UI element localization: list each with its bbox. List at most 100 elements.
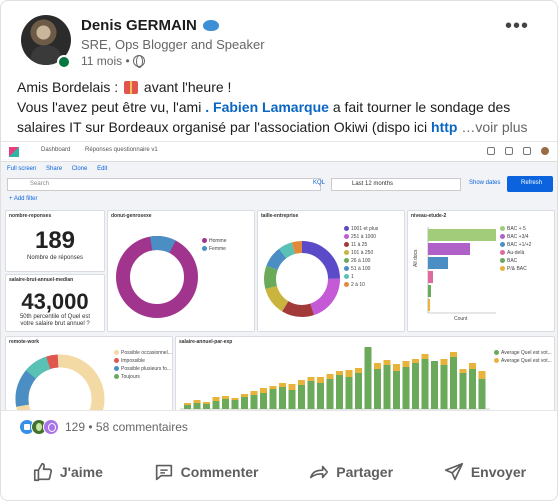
bar-orange	[402, 361, 410, 367]
bar-green	[250, 395, 258, 409]
mention-link[interactable]: . Fabien Lamarque	[205, 99, 329, 115]
remote-donut-chart	[15, 354, 105, 410]
text-fragment: avant l'heure !	[140, 79, 232, 95]
niveau-bar-chart	[427, 227, 496, 314]
like-label: J'aime	[59, 464, 103, 480]
bar-orange	[241, 394, 248, 397]
post-image[interactable]: Dashboard Réponses questionnaire v1 Full…	[1, 141, 557, 411]
bar-green	[421, 359, 429, 409]
panel-donut-genre: donut-genrosexe Homme Femme	[107, 210, 255, 332]
slice-toujours	[15, 354, 105, 410]
bar-orange	[478, 371, 486, 379]
post-time-text: 11 mois •	[81, 54, 130, 68]
bar-orange	[288, 384, 296, 390]
author-name[interactable]: Denis GERMAIN	[81, 17, 220, 34]
see-more-button[interactable]: …voir plus	[457, 119, 528, 135]
legend-item: Possible occasionnel...	[114, 349, 172, 357]
panel-title: taille-entreprise	[261, 213, 299, 219]
legend-item: BAC +3/4	[500, 233, 531, 241]
bar-orange	[412, 359, 419, 363]
share-button[interactable]: Partager	[300, 453, 401, 491]
bar-orange	[326, 374, 334, 379]
panel-niveau-etude: niveau-etude-2 All docs Count BAC + 5 BA…	[407, 210, 555, 332]
bar-green	[288, 390, 296, 409]
mail-icon	[523, 147, 531, 155]
menu-fullscreen: Full screen	[7, 166, 37, 172]
legend-item: Au-delà	[500, 249, 531, 257]
bar-green	[336, 375, 343, 409]
legend-label: Possible occasionnel...	[121, 350, 172, 356]
menu-clone: Clone	[71, 166, 88, 172]
bar-orange	[393, 364, 400, 371]
legend-item: Average Quel est vot...	[494, 349, 552, 357]
bar-bac12	[428, 257, 448, 269]
comment-button[interactable]: Commenter	[145, 453, 267, 491]
thumbs-up-icon	[33, 462, 52, 482]
panel-title: remote-work	[9, 339, 40, 345]
bar-green	[459, 373, 467, 409]
post-text-line-2: Vous l'avez peut être vu, l'ami . Fabien…	[17, 97, 545, 117]
post-link[interactable]: http	[431, 119, 458, 135]
bar-green	[193, 403, 201, 409]
legend-label: Possible plusieurs fo...	[121, 366, 172, 372]
legend-item: Average Quel est vot...	[494, 357, 552, 365]
text-fragment: Amis Bordelais :	[17, 79, 123, 95]
author-name-text[interactable]: Denis GERMAIN	[81, 17, 197, 34]
legend-label: Femme	[209, 246, 226, 252]
legend-label: Average Quel est vot...	[501, 350, 552, 356]
bar-orange	[222, 396, 229, 399]
like-button[interactable]: J'aime	[24, 453, 111, 491]
kibana-logo-icon	[9, 147, 19, 157]
more-options-button[interactable]: •••	[504, 15, 529, 37]
legend-item: Impossible	[114, 357, 172, 365]
legend-item: 251 à 1000	[344, 233, 378, 241]
bar-orange	[440, 359, 448, 365]
bar-green	[450, 357, 457, 409]
bar-orange	[383, 360, 391, 365]
bar-green	[393, 371, 400, 409]
slice-2	[264, 241, 340, 317]
donut-slice-femme	[116, 235, 198, 318]
slice-26	[264, 241, 340, 317]
salaire-exp-bar-chart	[180, 347, 490, 410]
bar-green	[402, 367, 410, 409]
legend-label: Homme	[209, 238, 227, 244]
bar-green	[469, 369, 476, 409]
metric-value: 189	[34, 227, 76, 254]
settings-icon	[487, 147, 495, 155]
bar-orange	[307, 377, 315, 381]
bar-orange	[298, 380, 305, 385]
send-button[interactable]: Envoyer	[435, 453, 534, 491]
gift-icon	[124, 80, 139, 94]
kibana-topbar: Dashboard Réponses questionnaire v1	[1, 142, 557, 162]
bar-orange	[336, 371, 343, 375]
text-fragment: salaires IT sur Bordeaux organisé par l'…	[17, 119, 432, 135]
metric-value: 43,000	[21, 289, 89, 314]
donut-slice-homme	[116, 236, 198, 318]
text-fragment: Vous l'avez peut être vu, l'ami	[17, 99, 206, 115]
bar-orange	[231, 398, 239, 400]
legend-label: 11 à 25	[351, 242, 368, 248]
panel-salaire-median: salaire-brut-annuel-median 43,000 50th p…	[5, 274, 105, 332]
bar-orange	[279, 383, 286, 387]
bar-orange	[184, 403, 191, 405]
reactions-count[interactable]: 129 • 58 commentaires	[65, 420, 188, 434]
bar-green	[260, 393, 267, 409]
bar-green	[364, 347, 372, 409]
bar-green	[212, 401, 220, 409]
reactions-summary[interactable]: 129 • 58 commentaires	[19, 418, 188, 436]
bar-green	[440, 365, 448, 409]
panel-taille-entreprise: taille-entreprise 1001 et plus 251 à 100…	[257, 210, 405, 332]
crumb-dashboard: Dashboard	[41, 147, 71, 153]
legend-item: 26 à 100	[344, 257, 378, 265]
avatar[interactable]	[21, 15, 71, 65]
bar-green	[231, 400, 239, 409]
metric-label: votre salaire brut annuel ?	[20, 321, 90, 327]
donut-genre-chart	[116, 235, 198, 318]
share-label: Partager	[336, 464, 394, 480]
post-text-line-1: Amis Bordelais : avant l'heure !	[17, 77, 545, 97]
niveau-ylabel: All docs	[413, 249, 419, 267]
taille-legend: 1001 et plus 251 à 1000 11 à 25 101 à 25…	[344, 225, 378, 289]
post-text: Amis Bordelais : avant l'heure ! Vous l'…	[17, 77, 545, 137]
